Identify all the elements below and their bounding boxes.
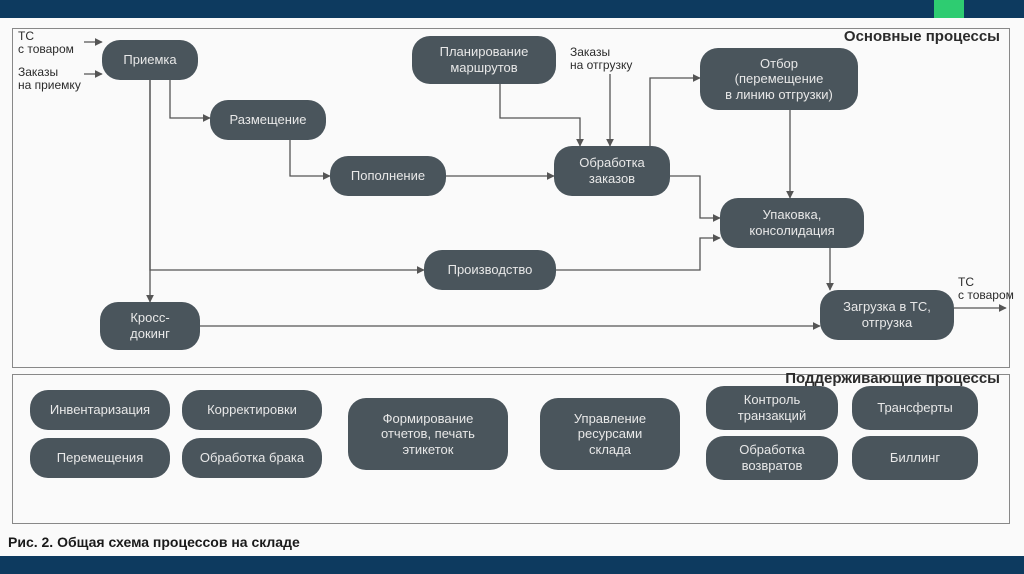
slide-accent (934, 0, 964, 20)
node-replenish: Пополнение (330, 156, 446, 196)
ext-orders-ship: Заказына отгрузку (570, 46, 632, 72)
diagram-sheet: Основные процессы Поддерживающие процесс… (0, 18, 1024, 556)
ext-orders-in: Заказына приемку (18, 66, 81, 92)
node-ret: Обработкавозвратов (706, 436, 838, 480)
node-move: Перемещения (30, 438, 170, 478)
node-pick: Отбор(перемещениев линию отгрузки) (700, 48, 858, 110)
ext-ts-out: ТСс товаром (958, 276, 1014, 302)
node-routes: Планированиемаршрутов (412, 36, 556, 84)
node-pack: Упаковка,консолидация (720, 198, 864, 248)
node-res: Управлениересурсамисклада (540, 398, 680, 470)
node-scrap: Обработка брака (182, 438, 322, 478)
node-adj: Корректировки (182, 390, 322, 430)
node-inv: Инвентаризация (30, 390, 170, 430)
figure-caption: Рис. 2. Общая схема процессов на складе (8, 534, 300, 550)
node-receive: Приемка (102, 40, 198, 80)
node-xdock: Кросс-докинг (100, 302, 200, 350)
node-ctrl: Контрольтранзакций (706, 386, 838, 430)
node-load: Загрузка в ТС,отгрузка (820, 290, 954, 340)
node-report: Формированиеотчетов, печатьэтикеток (348, 398, 508, 470)
node-putaway: Размещение (210, 100, 326, 140)
node-bill: Биллинг (852, 436, 978, 480)
heading-support: Поддерживающие процессы (785, 370, 1000, 387)
node-trans: Трансферты (852, 386, 978, 430)
node-prod: Производство (424, 250, 556, 290)
node-orders: Обработказаказов (554, 146, 670, 196)
ext-ts-in: ТСс товаром (18, 30, 74, 56)
